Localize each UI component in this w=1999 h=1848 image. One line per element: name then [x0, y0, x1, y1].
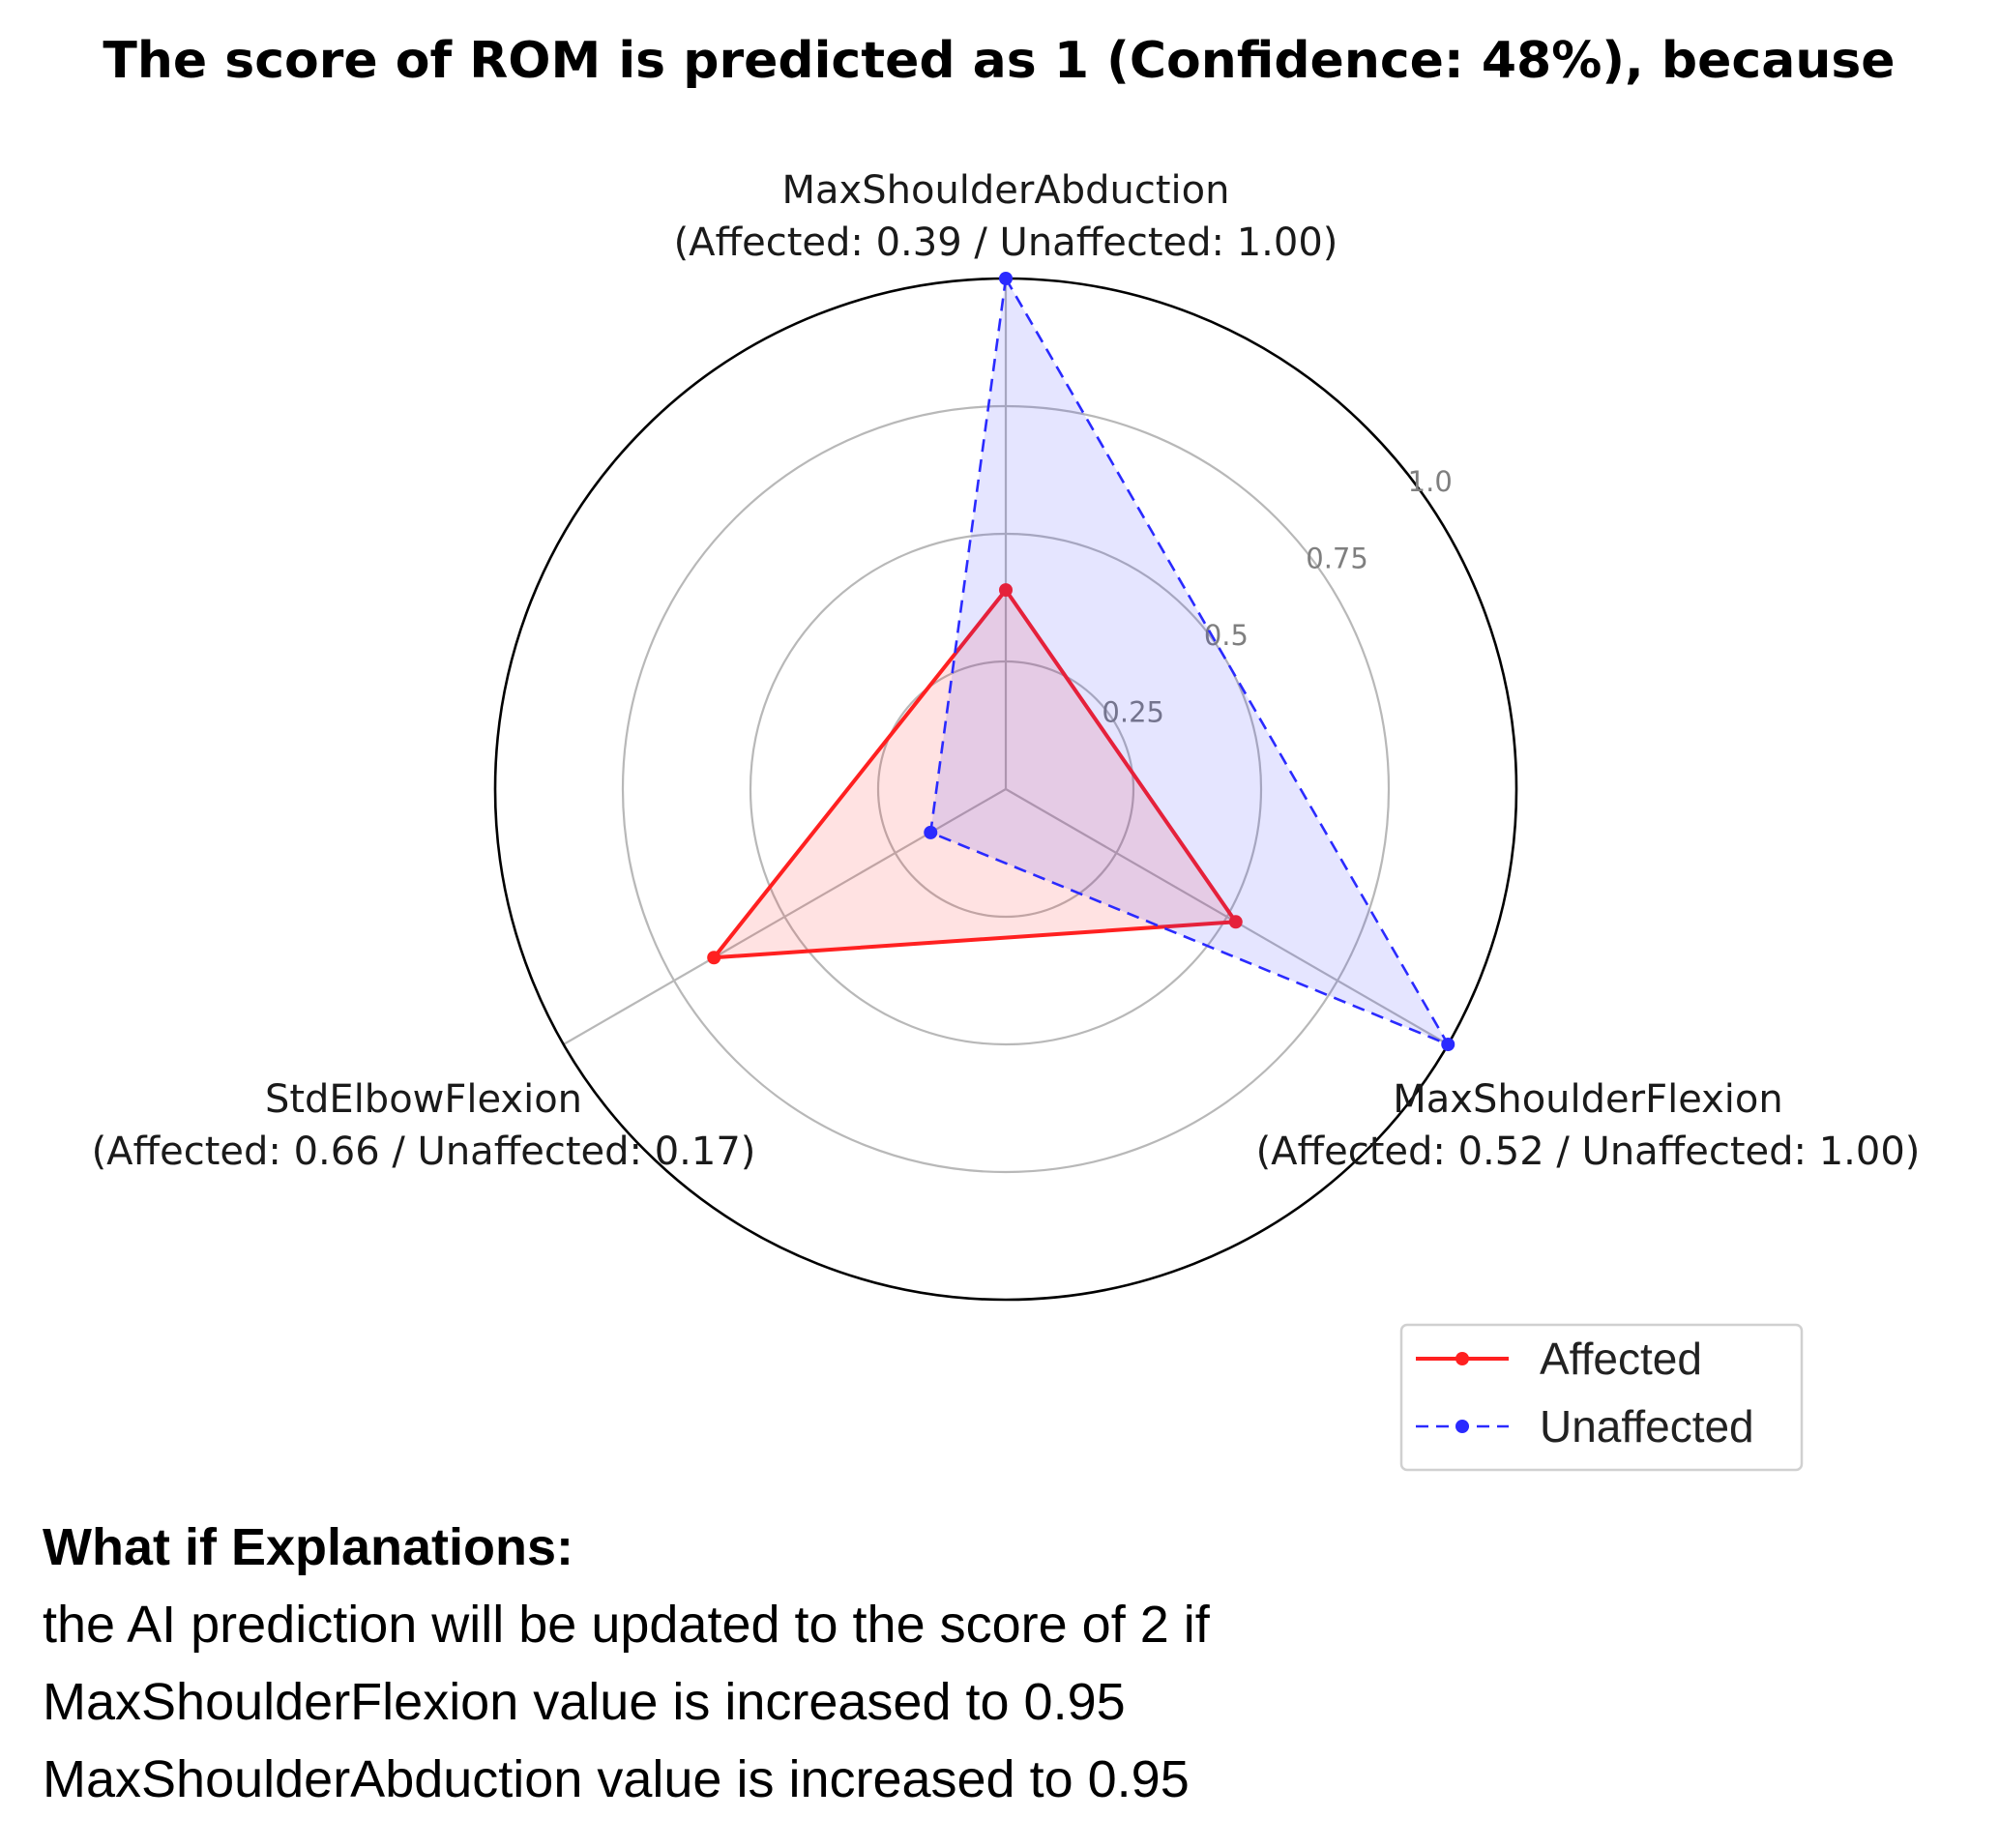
series-line-unaffected [928, 277, 1450, 1046]
series-fill-unaffected [930, 279, 1449, 1044]
grid-ring-2 [749, 532, 1263, 1046]
radial-tick-label: 0.75 [1306, 543, 1368, 575]
explanation-line-3: MaxShoulderAbduction value is increased … [43, 1750, 1190, 1808]
radar-chart: The score of ROM is predicted as 1 (Conf… [92, 32, 1921, 1472]
axis-label-1: MaxShoulderAbduction [782, 168, 1230, 213]
grid-ring-1 [876, 660, 1135, 919]
point-unaffected-3 [924, 825, 938, 839]
chart-title: The score of ROM is predicted as 1 (Conf… [103, 32, 1895, 90]
radial-tick-label: 1.0 [1408, 465, 1453, 498]
grid-ring-3 [621, 404, 1391, 1174]
point-affected-1 [999, 583, 1013, 598]
explanation-line-1: the AI prediction will be updated to the… [43, 1596, 1210, 1654]
legend-label-unaffected: Unaffected [1540, 1401, 1754, 1452]
axis-label-2: MaxShoulderFlexion [1393, 1077, 1782, 1122]
what-if-explanation: What if Explanations: the AI prediction … [43, 1509, 1957, 1818]
axis-detail-1: (Affected: 0.39 / Unaffected: 1.00) [674, 220, 1338, 265]
legend-marker-affected [1455, 1352, 1469, 1365]
radar-grid: 0.250.50.751.0 [493, 277, 1518, 1302]
point-unaffected-2 [1441, 1038, 1455, 1051]
axis-detail-3: (Affected: 0.66 / Unaffected: 0.17) [92, 1129, 756, 1174]
axis-detail-2: (Affected: 0.52 / Unaffected: 1.00) [1256, 1129, 1921, 1174]
legend: Affected Unaffected [1399, 1323, 1804, 1472]
axis-label-3: StdElbowFlexion [265, 1077, 582, 1122]
series-fill-affected [714, 590, 1236, 958]
point-affected-3 [707, 951, 721, 965]
point-affected-2 [1228, 915, 1243, 929]
radial-tick-label: 0.25 [1102, 696, 1164, 729]
explanation-heading: What if Explanations: [43, 1518, 574, 1576]
series-line-affected [712, 588, 1238, 960]
legend-marker-unaffected [1455, 1420, 1469, 1433]
point-unaffected-1 [999, 272, 1013, 285]
radar-labels: MaxShoulderAbduction (Affected: 0.39 / Un… [92, 168, 1921, 1174]
legend-label-affected: Affected [1540, 1334, 1702, 1384]
explanation-line-2: MaxShoulderFlexion value is increased to… [43, 1673, 1126, 1731]
legend-box [1399, 1323, 1804, 1472]
radar-series [707, 272, 1455, 1051]
